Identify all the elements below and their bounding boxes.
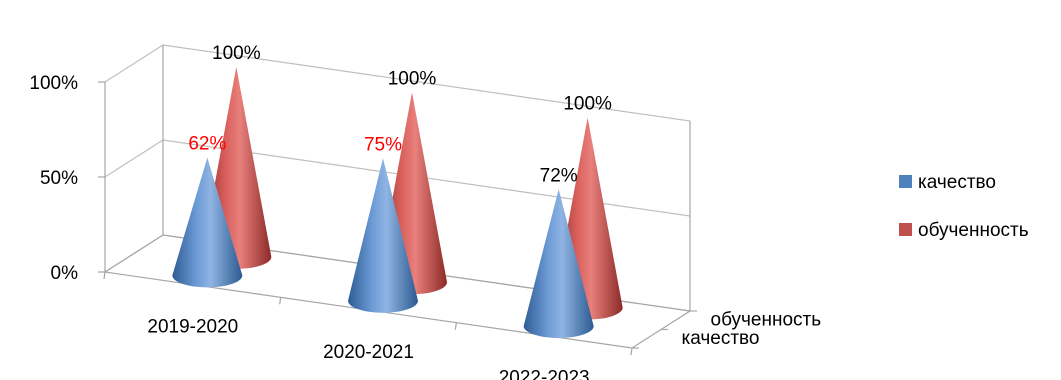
x-tick	[279, 297, 282, 305]
data-label: 100%	[212, 43, 261, 64]
cone-quality	[348, 158, 418, 313]
legend-label: обученность	[918, 220, 1029, 241]
cone-body	[172, 157, 243, 288]
cone-quality	[172, 157, 243, 288]
data-labels: 100% 100% 100% 62% 75% 72%	[188, 43, 612, 186]
cone-body	[348, 158, 418, 313]
floor-left-edge	[104, 234, 164, 273]
y-tick-label: 100%	[29, 73, 78, 94]
category-label: 2022-2023	[499, 367, 590, 380]
legend-swatch	[899, 175, 912, 188]
depth-axis-label: обученность	[711, 309, 822, 330]
y-tick-label: 0%	[51, 263, 79, 284]
legend-swatch	[899, 223, 912, 236]
x-tick	[103, 271, 106, 280]
cone-body	[523, 189, 594, 339]
data-label: 72%	[540, 165, 578, 186]
cones	[172, 66, 623, 339]
data-label: 100%	[388, 68, 437, 89]
cone-quality	[523, 189, 594, 339]
legend: качество обученность	[899, 172, 1029, 241]
data-label: 62%	[188, 134, 226, 155]
category-label: 2020-2021	[323, 342, 414, 363]
category-label: 2019-2020	[147, 317, 238, 338]
y-tick-label: 50%	[40, 168, 78, 189]
legend-label: качество	[918, 172, 996, 193]
depth-axis-label: качество	[682, 328, 760, 349]
x-tick	[630, 347, 633, 356]
data-label: 100%	[563, 94, 612, 115]
data-label: 75%	[364, 134, 402, 155]
axes: 0% 50% 100% 2019-2020 2020-2021 2022-2023 каче…	[29, 45, 821, 380]
x-tick	[454, 322, 457, 330]
